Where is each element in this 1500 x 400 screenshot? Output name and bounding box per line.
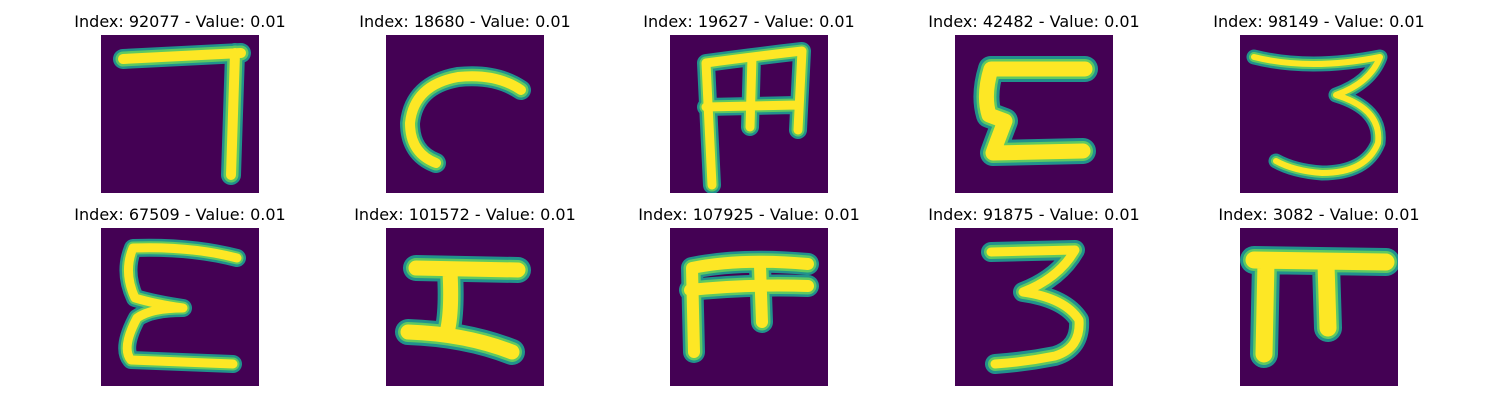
digit-image — [955, 35, 1113, 193]
digit-image — [386, 35, 544, 193]
glyph-m — [697, 42, 811, 193]
panel-title: Index: 18680 - Value: 0.01 — [359, 12, 571, 31]
glyph-pi-like — [679, 250, 819, 363]
digit-image — [1240, 228, 1398, 386]
glyph-pi — [1240, 246, 1398, 368]
panel-title: Index: 101572 - Value: 0.01 — [354, 205, 576, 224]
digit-image — [1240, 35, 1398, 193]
digit-image — [101, 228, 259, 386]
panel-title: Index: 98149 - Value: 0.01 — [1213, 12, 1425, 31]
glyph-three — [981, 240, 1090, 374]
panel-title: Index: 107925 - Value: 0.01 — [638, 205, 860, 224]
glyph-three — [1246, 49, 1388, 181]
glyph-c-bracket — [973, 56, 1098, 166]
digit-image — [101, 35, 259, 193]
panel-title: Index: 42482 - Value: 0.01 — [928, 12, 1140, 31]
glyph-seven — [113, 43, 251, 185]
panel-title: Index: 91875 - Value: 0.01 — [928, 205, 1140, 224]
digit-image — [670, 35, 828, 193]
glyph-e — [118, 238, 246, 373]
panel-title: Index: 92077 - Value: 0.01 — [74, 12, 286, 31]
glyph-c — [400, 66, 531, 173]
digit-image — [386, 228, 544, 386]
digit-image — [955, 228, 1113, 386]
panel-title: Index: 3082 - Value: 0.01 — [1218, 205, 1420, 224]
glyph-z — [395, 255, 531, 365]
panel-title: Index: 19627 - Value: 0.01 — [643, 12, 855, 31]
digit-image — [670, 228, 828, 386]
panel-title: Index: 67509 - Value: 0.01 — [74, 205, 286, 224]
